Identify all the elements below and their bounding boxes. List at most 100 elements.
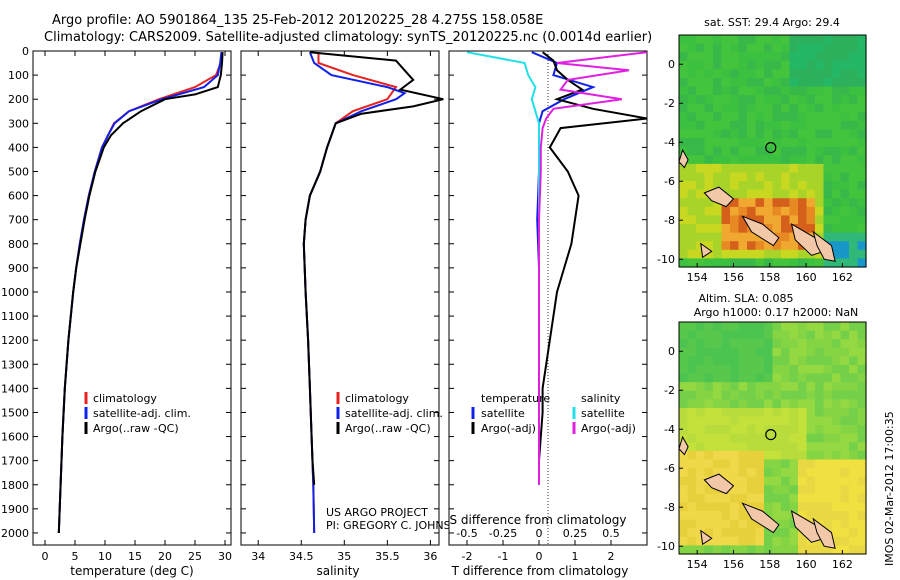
map-cell [823,138,833,148]
map-cell [696,189,706,199]
legend-title-salinity: salinity [581,392,621,405]
map-cell [704,339,714,349]
map-cell [696,95,706,105]
map-cell [815,206,825,217]
map-cell [789,373,799,383]
map-cell [772,249,782,259]
map-cell [806,155,816,165]
map-cell [679,69,689,79]
map-cell [764,129,774,139]
map-cell [815,364,825,375]
map-cell [747,60,757,70]
map-cell [857,52,867,62]
map-cell [832,330,842,340]
map-cell [832,52,842,62]
map-cell [857,120,867,131]
map-cell [772,382,782,392]
map-cell [679,258,689,268]
map-cell [738,519,748,529]
map-cell [832,69,842,79]
map-cell [764,528,774,538]
map-cell [747,189,757,199]
island [812,230,836,262]
map-cell [857,347,867,357]
map-cell [832,468,842,478]
sst-map-ticks: 154 156 158 160 162 0 -2 -4 -6 -8 -10 [657,58,853,284]
depth-axis: 0 100 200 300 400 500 600 700 800 900 1000 1100 1200… [1,45,231,540]
map-cell [721,95,731,105]
map-cell [747,232,757,242]
island [790,223,825,256]
map-cell [755,129,765,139]
map-cell [713,172,723,182]
map-cell [713,536,723,546]
map-cell [747,416,757,426]
map-cell [849,206,859,217]
map-cell [857,215,867,225]
map-cell [738,172,748,182]
diff-legend-tsat: satellite [481,407,525,420]
map-cell [696,198,706,208]
imos-timestamp: IMOS 02-Mar-2012 17:00:35 [883,411,896,566]
diff-legend-targo: Argo(-adj) [481,422,536,435]
map-cell [713,224,723,234]
map-cell [781,232,791,242]
map-cell [798,322,808,332]
map-cell [832,155,842,165]
map-cell [764,364,774,375]
y-tick-label: 100 [8,69,29,82]
map-cell [704,120,714,131]
map-cell [832,138,842,148]
map-cell [738,249,748,259]
map-cell [747,163,757,174]
map-cell [747,390,757,400]
map-cell [721,511,731,521]
map-cell [789,60,799,70]
map-cell [857,519,867,529]
map-x-tick-label: 158 [759,558,780,571]
map-cell [764,356,774,366]
map-cell [857,249,867,259]
map-cell [789,425,799,435]
map-cell [772,356,782,366]
map-cell [687,382,697,392]
map-cell [806,95,816,105]
map-cell [798,425,808,435]
map-cell [764,60,774,70]
temperature-lines [57,52,224,534]
map-cell [798,206,808,217]
map-cell [679,86,689,96]
map-cell [781,189,791,199]
x-top-tick-label: 0.5 [602,527,620,540]
map-cell [730,258,740,268]
map-cell [687,258,697,268]
map-cell [823,502,833,512]
map-cell [730,416,740,426]
map-cell [696,69,706,79]
argo-float-marker [765,429,777,441]
map-cell [755,528,765,538]
map-cell [789,519,799,529]
x-top-tick-label: -0.25 [489,527,517,540]
map-cell [781,502,791,512]
map-cell [764,146,774,156]
map-cell [781,120,791,131]
map-cell [772,189,782,199]
map-cell [789,129,799,139]
map-cell [687,206,697,217]
map-cell [815,112,825,122]
map-cell [857,433,867,443]
map-cell [687,86,697,96]
island [812,517,836,549]
map-cell [704,545,714,555]
map-cell [789,198,799,208]
map-cell [781,528,791,538]
map-cell [832,442,842,452]
map-cell [764,155,774,165]
map-cell [849,232,859,242]
map-cell [704,163,714,174]
map-cell [687,373,697,383]
map-cell [772,52,782,62]
x-top-tick-label: -0.5 [456,527,477,540]
map-cell [781,476,791,486]
